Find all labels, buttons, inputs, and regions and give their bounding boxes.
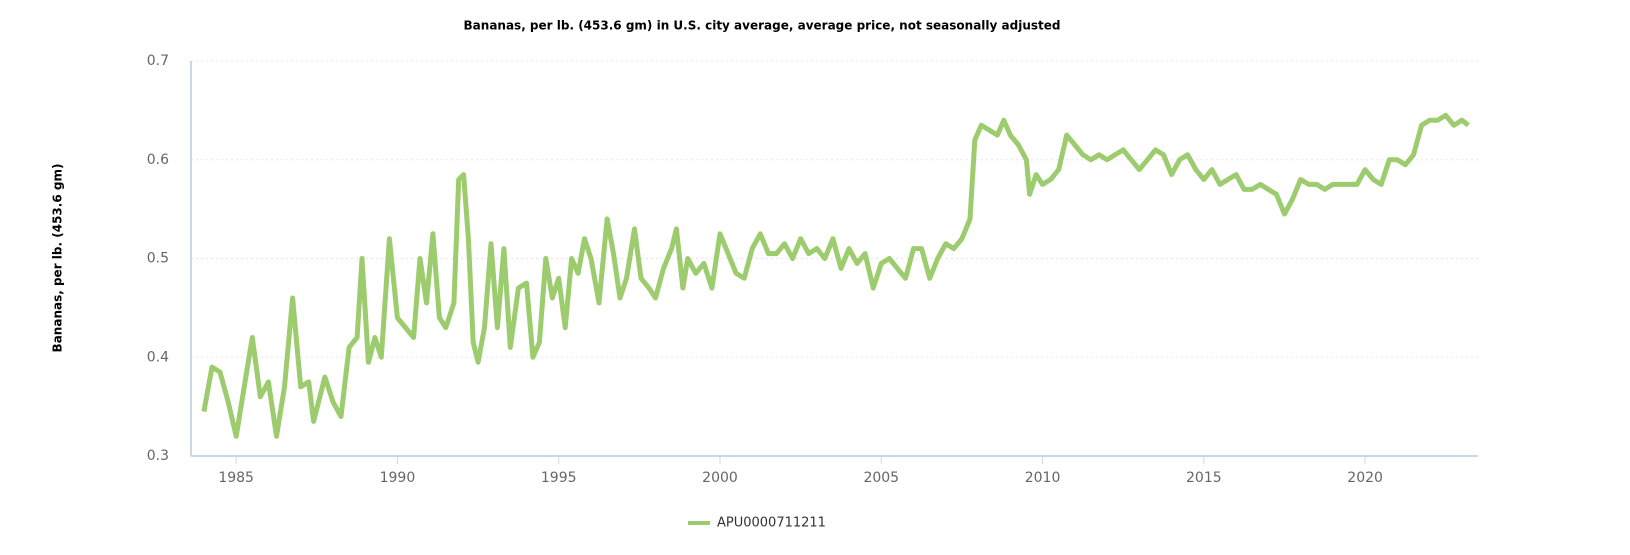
y-axis-label: Bananas, per lb. (453.6 gm) xyxy=(51,164,65,353)
x-tick-label: 2015 xyxy=(1186,470,1222,486)
x-tick-label: 2020 xyxy=(1347,470,1383,486)
x-tick-label: 2010 xyxy=(1025,470,1061,486)
chart-title: Bananas, per lb. (453.6 gm) in U.S. city… xyxy=(464,19,1061,33)
data-line xyxy=(201,112,1470,439)
y-tick-label: 0.4 xyxy=(147,349,169,365)
y-tick-label: 0.5 xyxy=(147,251,169,267)
x-tick-label: 1995 xyxy=(541,470,577,486)
y-tick-label: 0.6 xyxy=(147,152,169,168)
x-tick-label: 2000 xyxy=(702,470,738,486)
y-tick-label: 0.3 xyxy=(147,448,169,464)
x-tick-label: 1990 xyxy=(380,470,416,486)
y-tick-label: 0.7 xyxy=(147,53,169,69)
x-tick-label: 2005 xyxy=(863,470,899,486)
legend-label: APU0000711211 xyxy=(717,516,826,531)
x-tick-label: 1985 xyxy=(218,470,254,486)
